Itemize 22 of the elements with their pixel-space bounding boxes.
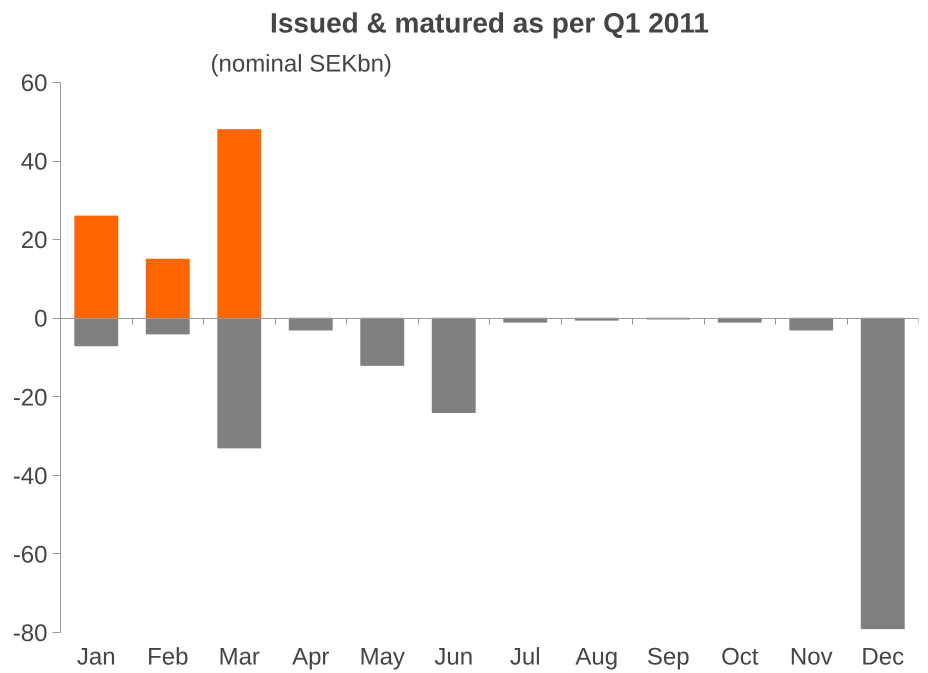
x-tick-label: Feb (147, 644, 188, 670)
y-tick-label: -20 (12, 384, 48, 412)
x-tick-label: May (360, 644, 405, 670)
y-tick-label: -40 (12, 462, 48, 490)
x-tick-label: Jun (434, 644, 474, 670)
x-tick-label: Oct (721, 644, 759, 670)
x-tick-label: Nov (790, 644, 833, 670)
x-tick-label: Dec (861, 644, 904, 670)
y-tick-label: -80 (12, 620, 48, 647)
x-tick-label: Apr (292, 644, 330, 670)
y-tick-label: 40 (20, 148, 48, 176)
chart-subtitle: (nominal SEKbn) (210, 50, 392, 78)
x-tick-label: Jan (76, 644, 116, 670)
x-tick-label: Aug (575, 644, 618, 670)
y-tick-label: 20 (20, 227, 48, 254)
x-tick-label: Sep (646, 644, 690, 670)
x-tick-label: Jul (510, 644, 541, 670)
y-tick-label: 60 (20, 70, 48, 97)
chart-title: Issued & matured as per Q1 2011 (270, 8, 709, 38)
y-tick-label: 0 (34, 306, 48, 333)
y-tick-label: -60 (12, 541, 48, 568)
x-tick-label: Mar (218, 644, 260, 670)
